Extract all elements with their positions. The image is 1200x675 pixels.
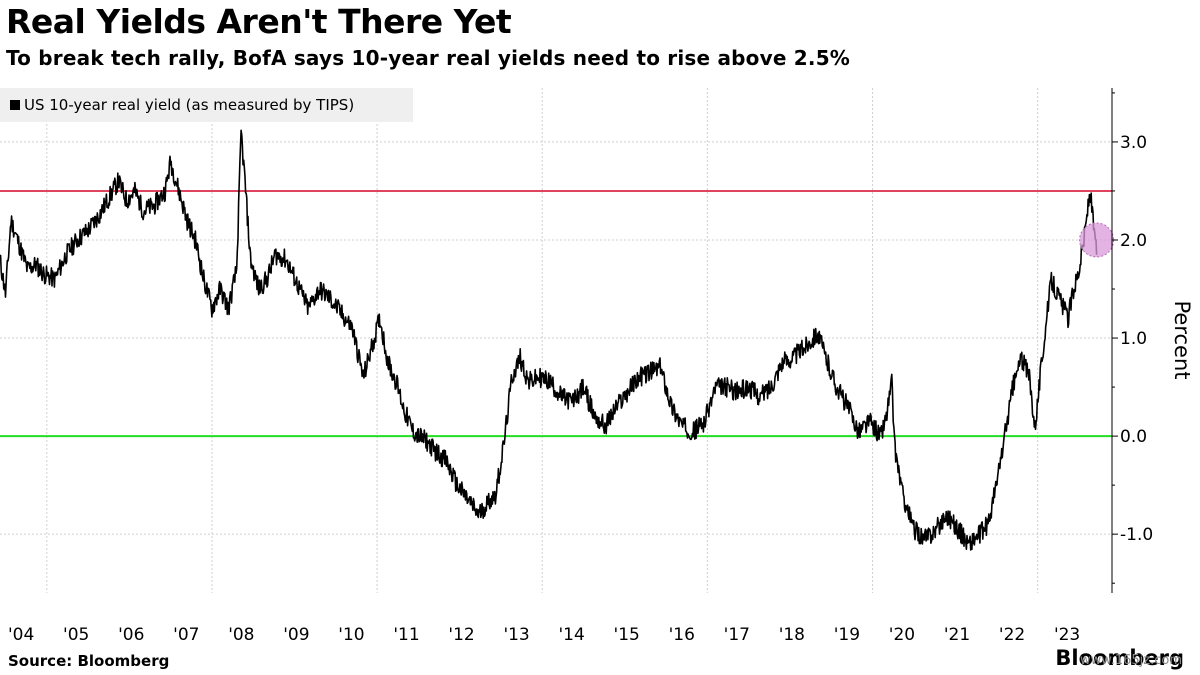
x-tick-label: '20 [889, 625, 915, 645]
legend: US 10-year real yield (as measured by TI… [0, 88, 413, 122]
legend-label: US 10-year real yield (as measured by TI… [24, 96, 355, 114]
y-tick-label: 3.0 [1120, 133, 1147, 153]
x-tick-label: '08 [228, 625, 254, 645]
watermark-text: www.165jz.com [1080, 653, 1182, 668]
x-tick-label: '07 [173, 625, 199, 645]
annotation-circle [1079, 222, 1115, 258]
series-group [0, 129, 1098, 551]
legend-swatch [10, 100, 20, 110]
x-tick-label: '09 [283, 625, 309, 645]
source-note: Source: Bloomberg [8, 652, 170, 670]
x-tick-label: '21 [944, 625, 970, 645]
chart-title: Real Yields Aren't There Yet [6, 2, 512, 41]
chart-subtitle: To break tech rally, BofA says 10-year r… [6, 46, 851, 70]
x-tick-label: '17 [724, 625, 750, 645]
y-axis: 3.0 2.0 1.0 0.0 -1.0 [1111, 88, 1153, 593]
x-tick-label: '16 [669, 625, 695, 645]
brand-logo: Bloomberg [1055, 646, 1184, 670]
y-tick-label: 0.0 [1120, 427, 1147, 447]
x-tick-label: '11 [393, 625, 419, 645]
x-tick-label: '13 [503, 625, 529, 645]
x-tick-label: '23 [1054, 625, 1080, 645]
x-tick-label: '06 [118, 625, 144, 645]
x-tick-label: '18 [779, 625, 805, 645]
annotations [1079, 222, 1115, 258]
x-tick-label: '14 [558, 625, 584, 645]
y-axis-title: Percent [1170, 300, 1194, 379]
series-line [0, 129, 1098, 551]
x-tick-label: '05 [63, 625, 89, 645]
y-tick-label: 2.0 [1120, 231, 1147, 251]
x-tick-label: '12 [448, 625, 474, 645]
reference-lines [0, 189, 1112, 438]
x-tick-label: '19 [834, 625, 860, 645]
x-tick-label: '10 [338, 625, 364, 645]
x-axis-labels: '04 '05 '06 '07 '08 '09 '10 '11 '12 '13 '14 '15 '16 '… [8, 625, 1080, 645]
x-tick-label: '22 [999, 625, 1025, 645]
y-tick-label: -1.0 [1120, 525, 1153, 545]
x-tick-label: '04 [8, 625, 34, 645]
y-tick-label: 1.0 [1120, 329, 1147, 349]
x-tick-label: '15 [614, 625, 640, 645]
